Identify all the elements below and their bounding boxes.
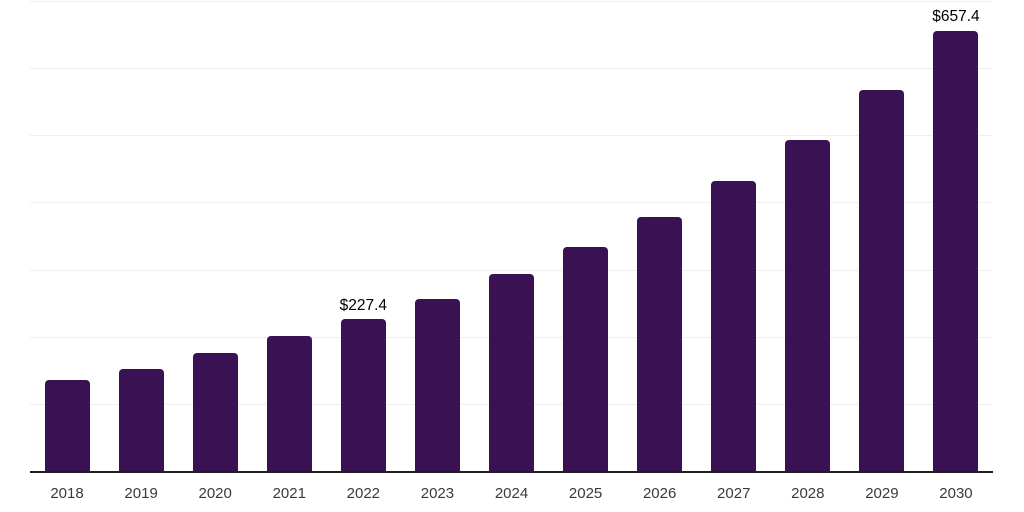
x-tick-label-2019: 2019 <box>124 484 158 502</box>
x-tick-label-2030: 2030 <box>939 484 973 502</box>
bar-2030 <box>933 30 979 472</box>
bar-slot-2030: $657.4 <box>919 0 993 472</box>
bar-2022 <box>340 319 386 472</box>
bars-row: $227.4 $657.4 <box>30 0 993 472</box>
gridline-500 <box>30 135 993 137</box>
x-tick-label-2022: 2022 <box>346 484 381 502</box>
bar-slot-2024 <box>474 0 548 472</box>
bar-slot-2023 <box>400 0 474 472</box>
x-tick-label-2018: 2018 <box>50 484 84 502</box>
gridline-600 <box>30 68 993 70</box>
x-axis-tick-labels: 2018 2019 2020 2021 2022 2023 2024 2025 2026 2027… <box>30 474 993 512</box>
x-tick-label-2023: 2023 <box>420 484 455 502</box>
plot-area: $227.4 $657.4 <box>30 0 993 473</box>
x-tick-label-2028: 2028 <box>791 484 825 502</box>
gridline-400 <box>30 202 993 204</box>
bar-2025 <box>563 247 609 472</box>
bar-2019 <box>118 368 164 472</box>
x-tick-label-2027: 2027 <box>717 484 751 502</box>
bar-2026 <box>637 217 683 472</box>
x-tick-label-2021: 2021 <box>272 484 306 502</box>
bar-2023 <box>414 298 460 472</box>
bar-2027 <box>711 180 757 472</box>
bar-slot-2020 <box>178 0 252 472</box>
bar-2029 <box>859 90 905 472</box>
bar-slot-2021 <box>252 0 326 472</box>
bar-slot-2018 <box>30 0 104 472</box>
gridline-300 <box>30 269 993 271</box>
bar-2028 <box>785 139 831 472</box>
bar-slot-2029 <box>845 0 919 472</box>
bar-slot-2028 <box>771 0 845 472</box>
bar-2021 <box>266 335 312 472</box>
bar-slot-2019 <box>104 0 178 472</box>
bar-slot-2025 <box>549 0 623 472</box>
bar-2020 <box>192 352 238 472</box>
bar-slot-2026 <box>623 0 697 472</box>
bar-slot-2022: $227.4 <box>326 0 400 472</box>
bar-2018 <box>44 380 90 472</box>
x-tick-label-2026: 2026 <box>642 484 677 502</box>
bar-slot-2027 <box>697 0 771 472</box>
gridline-700 <box>30 1 993 2</box>
x-tick-label-2025: 2025 <box>568 484 603 502</box>
x-axis-line <box>30 471 993 473</box>
x-tick-label-2029: 2029 <box>865 484 899 502</box>
x-tick-label-2020: 2020 <box>198 484 232 502</box>
x-tick-label-2024: 2024 <box>494 484 529 502</box>
bar-2024 <box>489 274 534 472</box>
data-label-2030: $657.4 <box>932 8 980 26</box>
data-label-2022: $227.4 <box>339 296 388 314</box>
